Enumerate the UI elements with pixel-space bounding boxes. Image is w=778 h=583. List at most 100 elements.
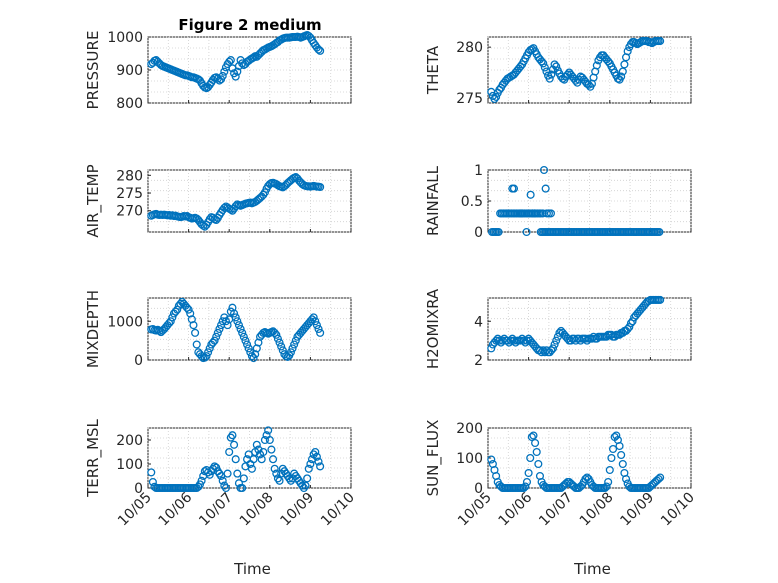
pressure-ylabel: PRESSURE (84, 31, 102, 110)
terr_msl-point (233, 469, 242, 478)
terr_msl-point (228, 431, 237, 440)
terr_msl-point (148, 477, 157, 487)
air_temp-ytick-label: 275 (116, 186, 143, 202)
theta-point (592, 61, 601, 70)
h2omixra-point (550, 340, 559, 349)
rainfall-point (539, 165, 549, 175)
mixdepth-point (249, 354, 258, 363)
terr_msl-point (221, 483, 231, 493)
air_temp-point (316, 182, 325, 192)
terr_msl-xtick-label: 10/07 (196, 490, 236, 530)
rainfall-point (530, 209, 539, 218)
sun_flux-ytick-label: 100 (456, 451, 483, 467)
sun_flux-point (605, 465, 614, 475)
mixdepth-point (311, 317, 320, 326)
h2omixra-point (656, 295, 665, 304)
mixdepth-point (212, 332, 221, 341)
sun_flux-point (608, 444, 618, 454)
mixdepth-point (220, 313, 229, 322)
rainfall-ytick-label: 1 (474, 163, 483, 179)
mixdepth-point (189, 321, 198, 330)
sun_flux-ytick-label: 0 (474, 481, 483, 497)
sun_flux-point (531, 438, 540, 448)
mixdepth-point (215, 324, 224, 334)
rainfall-point (518, 209, 527, 218)
pressure-point (233, 67, 242, 76)
terr_msl-point (257, 455, 266, 464)
pressure-point (220, 67, 229, 76)
theta-point (550, 60, 559, 69)
theta-point (563, 70, 572, 79)
sun_flux-point (524, 468, 533, 478)
mixdepth-point (241, 336, 250, 345)
mixdepth-point (309, 313, 318, 322)
rainfall-ylabel: RAINFALL (424, 165, 442, 236)
terr_msl-point (314, 457, 323, 466)
mixdepth-point (236, 324, 245, 334)
terr_msl-point (223, 469, 232, 478)
mixdepth-point (243, 340, 252, 349)
terr_msl-point (272, 469, 281, 478)
mixdepth-ytick-label: 1000 (107, 314, 143, 330)
sun_flux-point (522, 477, 532, 487)
mixdepth-point (288, 344, 297, 353)
sun_flux-xtick-label: 10/06 (496, 489, 536, 529)
terr_msl-point (254, 445, 263, 454)
mixdepth-point (275, 338, 284, 347)
panel-h2omixra: 2 4 H2OMIXRA (424, 288, 692, 369)
mixdepth-point (273, 334, 282, 343)
rainfall-point (538, 209, 547, 218)
pressure-point (249, 53, 258, 62)
terr_msl-point (230, 440, 239, 449)
terr_msl-point (252, 440, 261, 449)
theta-point (623, 47, 632, 56)
sun_flux-point (604, 477, 613, 487)
sun_flux-point (519, 483, 528, 493)
h2omixra-point (552, 336, 561, 345)
terr_msl-xtick-label: 10/09 (277, 490, 317, 530)
sun_flux-xtick-label: 10/10 (658, 490, 698, 530)
mixdepth-point (184, 305, 193, 314)
theta-ylabel: THETA (424, 45, 442, 95)
terr_msl-xtick-label: 10/08 (237, 490, 277, 530)
rainfall-point (494, 227, 503, 237)
mixdepth-point (166, 317, 175, 326)
sun_flux-ytick-label: 200 (456, 421, 483, 437)
panel-air_temp: 270 275 280 AIR_TEMP (84, 164, 352, 238)
terr_msl-point (265, 435, 274, 445)
sun_flux-xtick-label: 10/09 (617, 490, 657, 530)
rainfall-point (509, 184, 519, 193)
theta-point (547, 70, 556, 79)
mixdepth-point (230, 309, 239, 318)
terr_msl-point (270, 464, 279, 473)
pressure-point (231, 72, 240, 81)
sun_flux-point (612, 431, 621, 440)
sun_flux-point (534, 459, 543, 469)
terr_msl-point (306, 459, 315, 469)
terr_msl-xlabel: Time (233, 560, 271, 578)
terr_msl-point (238, 483, 247, 493)
air_temp-ytick-label: 270 (116, 204, 143, 220)
mixdepth-point (234, 321, 243, 330)
mixdepth-point (210, 336, 219, 345)
sun_flux-point (618, 459, 627, 469)
terr_msl-point (259, 447, 268, 457)
theta-point (540, 63, 549, 72)
mixdepth-point (314, 324, 323, 334)
mixdepth-point (239, 332, 248, 341)
h2omixra-ylabel: H2OMIXRA (424, 288, 442, 369)
terr_msl-ytick-label: 100 (116, 457, 143, 473)
sun_flux-point (654, 474, 663, 484)
mixdepth-point (316, 328, 325, 337)
theta-ytick-label: 275 (456, 91, 483, 107)
mixdepth-point (176, 299, 185, 308)
terr_msl-ytick-label: 0 (134, 481, 143, 497)
theta-point (552, 62, 561, 71)
pressure-point (314, 45, 323, 54)
sun_flux-point (529, 431, 538, 440)
rainfall-point (526, 190, 535, 199)
mixdepth-point (213, 328, 222, 337)
